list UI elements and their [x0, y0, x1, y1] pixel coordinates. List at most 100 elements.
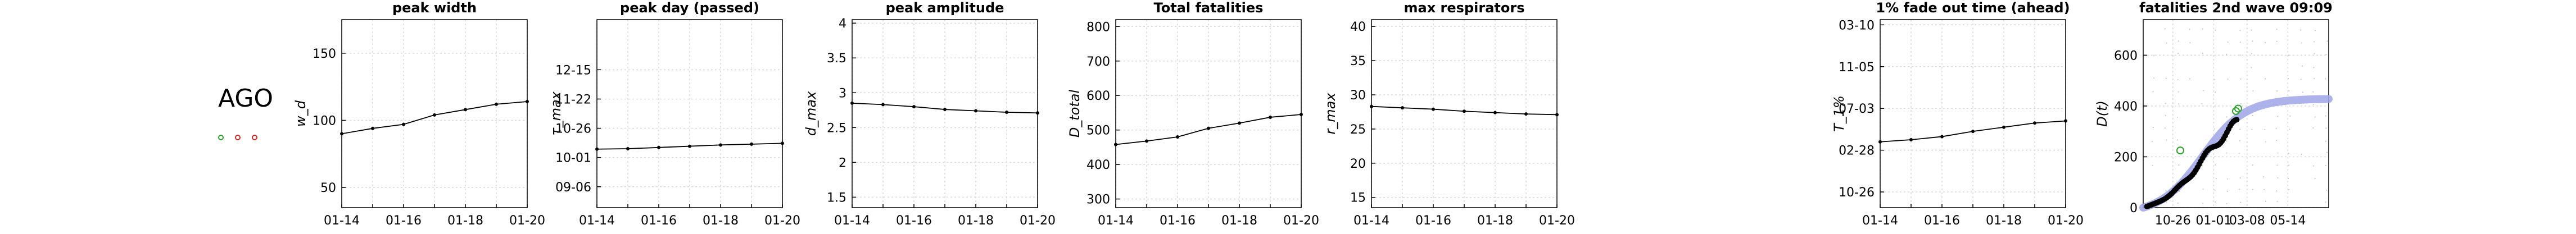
background-sample — [2314, 53, 2315, 54]
y-tick-label: 25 — [1350, 123, 1366, 137]
background-sample — [2314, 41, 2315, 42]
background-sample — [2166, 139, 2167, 140]
x-tick-label: 01-20 — [509, 214, 545, 228]
background-sample — [2301, 42, 2302, 43]
chart-title: peak day (passed) — [620, 0, 759, 16]
data-point — [1878, 140, 1882, 144]
data-point — [1005, 111, 1008, 114]
background-sample — [2277, 201, 2278, 202]
background-sample — [2251, 129, 2252, 130]
background-sample — [2288, 78, 2289, 79]
x-tick-label: 01-14 — [1353, 214, 1389, 228]
x-tick-label: 01-20 — [2048, 214, 2084, 228]
background-sample — [2239, 129, 2240, 130]
data-point — [433, 113, 436, 117]
background-sample — [2216, 178, 2217, 179]
data-point — [1463, 109, 1466, 113]
background-sample — [2251, 53, 2252, 54]
background-sample — [2178, 91, 2179, 93]
background-sample — [2288, 189, 2289, 190]
x-tick-label: 01-18 — [447, 214, 483, 228]
background-sample — [2166, 43, 2167, 44]
y-tick-label: 1.5 — [827, 191, 846, 205]
background-sample — [2152, 141, 2153, 142]
data-point — [1145, 139, 1148, 143]
background-sample — [2153, 77, 2154, 79]
x-tick-label: 01-14 — [324, 214, 360, 228]
background-sample — [2227, 178, 2228, 180]
background-sample — [2276, 41, 2278, 42]
y-tick-label: 400 — [1086, 158, 1110, 172]
data-point — [464, 108, 467, 111]
background-sample — [2214, 79, 2215, 80]
background-sample — [2252, 164, 2253, 166]
background-sample — [2288, 153, 2289, 154]
y-tick-label: 500 — [1086, 124, 1110, 138]
data-point — [1269, 116, 1272, 119]
y-tick-label: 40 — [1350, 20, 1366, 34]
background-sample — [2202, 189, 2203, 190]
y-tick-label: 200 — [2114, 150, 2138, 164]
background-sample — [2227, 42, 2228, 43]
background-sample — [2288, 90, 2289, 91]
y-tick-label: 4 — [839, 17, 846, 31]
background-sample — [2315, 116, 2316, 117]
y-tick-label: 400 — [2114, 100, 2138, 114]
background-sample — [2265, 201, 2266, 202]
background-sample — [2312, 91, 2314, 93]
y-axis-label: w_d — [293, 100, 309, 127]
data-point — [526, 100, 529, 103]
x-tick-label: 01-20 — [1539, 214, 1575, 228]
background-sample — [2153, 55, 2154, 56]
background-sample — [2251, 67, 2252, 68]
x-tick-label: 03-08 — [2229, 214, 2265, 228]
background-sample — [2276, 90, 2278, 91]
background-sample — [2240, 103, 2242, 104]
data-point — [781, 141, 784, 145]
data-point — [2064, 120, 2067, 123]
y-tick-label: 600 — [1086, 89, 1110, 103]
y-tick-label: 12-15 — [555, 63, 591, 77]
background-sample — [2152, 165, 2153, 166]
y-tick-label: 50 — [320, 181, 336, 195]
background-sample — [2152, 91, 2153, 92]
background-sample — [2177, 117, 2178, 118]
background-sample — [2153, 127, 2154, 128]
background-sample — [2252, 40, 2253, 42]
x-tick-label: 01-14 — [579, 214, 615, 228]
background-sample — [2277, 177, 2278, 178]
background-sample — [2239, 140, 2240, 141]
data-point — [495, 103, 498, 106]
background-sample — [2326, 40, 2328, 42]
background-sample — [2226, 203, 2227, 204]
background-sample — [2189, 29, 2190, 30]
x-tick-label: 10-26 — [2155, 214, 2191, 228]
background-sample — [2288, 54, 2289, 56]
background-sample — [2165, 190, 2166, 191]
data-point — [626, 147, 630, 150]
data-point — [1176, 135, 1179, 139]
y-tick-label: 800 — [1086, 20, 1110, 34]
data-point — [750, 143, 753, 146]
y-tick-label: 10-26 — [1839, 186, 1875, 200]
background-sample — [2215, 91, 2216, 93]
background-sample — [2165, 115, 2166, 116]
background-sample — [2240, 42, 2241, 43]
data-point — [1432, 108, 1435, 111]
data-point — [2002, 126, 2005, 129]
background-sample — [2251, 30, 2252, 31]
background-sample — [2326, 190, 2327, 191]
background-sample — [2265, 141, 2266, 143]
data-point — [340, 132, 343, 135]
background-sample — [2226, 54, 2227, 55]
data-point — [1940, 135, 1944, 138]
background-sample — [2215, 201, 2216, 203]
y-tick-label: 150 — [313, 47, 336, 61]
chart-title: 1% fade out time (ahead) — [1876, 0, 2070, 16]
background-sample — [2326, 54, 2327, 55]
background-sample — [2189, 78, 2190, 79]
background-sample — [2214, 129, 2215, 130]
background-sample — [2240, 79, 2241, 80]
background-sample — [2226, 152, 2227, 153]
